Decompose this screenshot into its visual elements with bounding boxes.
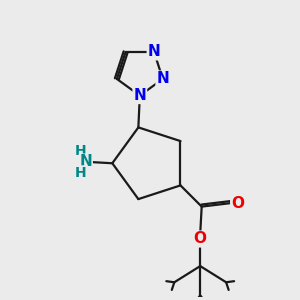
Text: N: N xyxy=(148,44,160,59)
Text: H: H xyxy=(75,144,87,158)
Text: N: N xyxy=(80,154,92,169)
Text: H: H xyxy=(75,166,87,180)
Text: N: N xyxy=(156,71,169,86)
Text: O: O xyxy=(231,196,244,211)
Text: O: O xyxy=(194,232,207,247)
Text: N: N xyxy=(134,88,146,103)
